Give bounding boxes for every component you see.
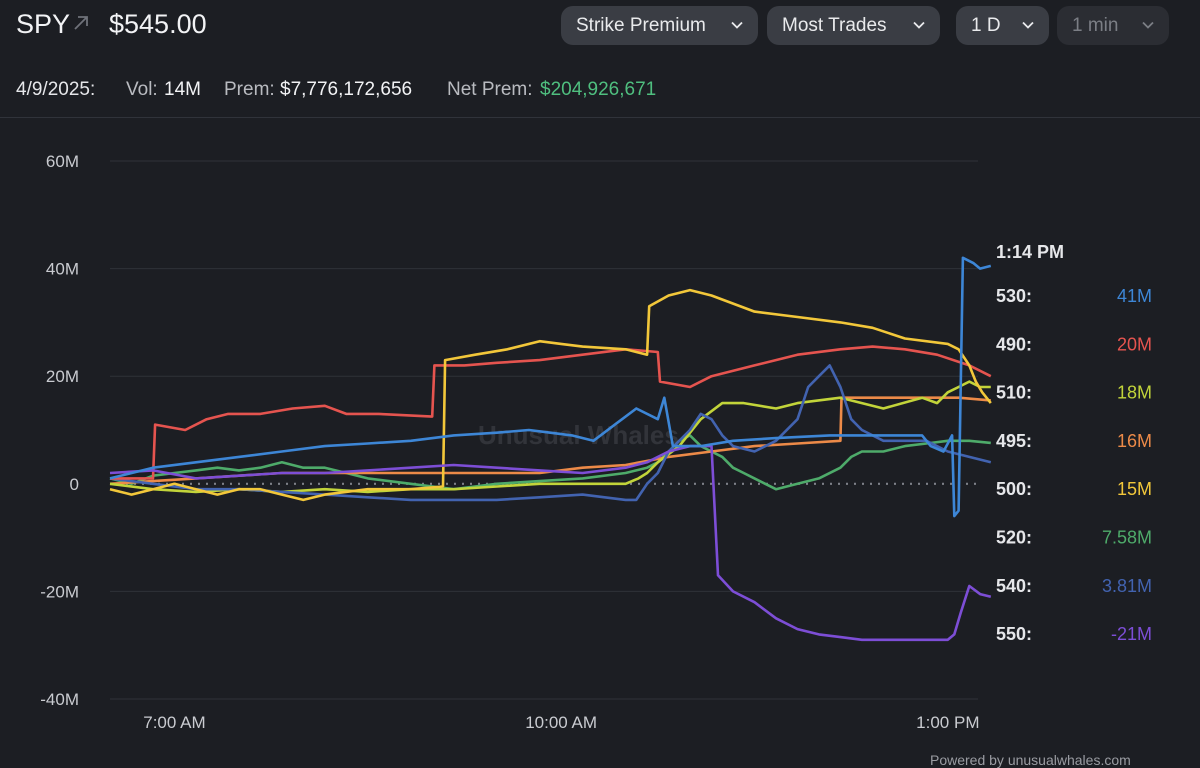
legend-value-530: 41M (1117, 286, 1152, 306)
y-tick-label: -20M (40, 582, 79, 601)
y-tick-label: 20M (46, 367, 79, 386)
y-tick-label: 40M (46, 260, 79, 279)
legend-strike-540: 540: (996, 576, 1032, 596)
timeframe-dropdown[interactable]: 1 D (956, 6, 1049, 45)
prem-value: $7,776,172,656 (280, 79, 413, 100)
series-line-530 (109, 256, 992, 518)
most-trades-dropdown[interactable]: Most Trades (767, 6, 940, 45)
ticker-symbol[interactable]: SPY (16, 9, 71, 39)
chevron-down-icon (1142, 21, 1154, 29)
strike-premium-chart[interactable]: Unusual Whales 60M 40M 20M 0 -20M -40M 7:00 A… (0, 118, 1200, 748)
series-line-550 (109, 444, 992, 642)
legend-strike-510: 510: (996, 383, 1032, 403)
x-tick-label: 1:00 PM (916, 713, 979, 732)
legend-value-550: -21M (1111, 624, 1152, 644)
net-prem-value: $204,926,671 (540, 79, 657, 100)
series-line-510 (109, 380, 991, 494)
vol-label: Vol: (126, 79, 158, 100)
legend-value-540: 3.81M (1102, 576, 1152, 596)
stats-bar: 4/9/2025: Vol: 14M Prem: $7,776,172,656 … (0, 67, 1200, 115)
legend-strike-500: 500: (996, 479, 1032, 499)
divider (0, 117, 1200, 118)
legend-strike-495: 495: (996, 431, 1032, 451)
chevron-down-icon (1022, 21, 1034, 29)
dropdown-label: 1 D (971, 14, 1001, 36)
prem-label: Prem: (224, 79, 275, 100)
legend-value-490: 20M (1117, 334, 1152, 354)
external-link-arrow-icon[interactable] (72, 14, 90, 32)
legend-strike-530: 530: (996, 286, 1032, 306)
series-line-490 (110, 345, 992, 480)
ticker-price: $545.00 (109, 9, 207, 39)
dropdown-label: Most Trades (782, 14, 887, 36)
strike-premium-dropdown[interactable]: Strike Premium (561, 6, 758, 45)
legend-value-510: 18M (1117, 383, 1152, 403)
legend-value-495: 16M (1117, 431, 1152, 451)
x-tick-label: 10:00 AM (525, 713, 597, 732)
powered-by: Powered by unusualwhales.com (930, 752, 1131, 768)
vol-value: 14M (164, 79, 201, 100)
watermark: Unusual Whales (478, 420, 679, 450)
chevron-down-icon (731, 21, 743, 29)
stats-date: 4/9/2025: (16, 79, 96, 100)
dropdown-label: 1 min (1072, 14, 1119, 36)
legend-strike-550: 550: (996, 624, 1032, 644)
series-line-540 (109, 364, 992, 502)
legend-panel: 1:14 PM 530: 41M 490: 20M 510: 18M 495: 16M 500:… (996, 242, 1152, 644)
header: SPY $545.00 Strike Premium Most Trades 1… (0, 0, 1200, 55)
legend-time: 1:14 PM (996, 242, 1064, 262)
y-tick-label: 60M (46, 152, 79, 171)
legend-strike-490: 490: (996, 334, 1032, 354)
legend-value-520: 7.58M (1102, 528, 1152, 548)
x-axis: 7:00 AM 10:00 AM 1:00 PM (143, 713, 979, 732)
interval-dropdown: 1 min (1057, 6, 1169, 45)
series-line-500 (109, 288, 992, 502)
x-tick-label: 7:00 AM (143, 713, 205, 732)
y-tick-label: -40M (40, 690, 79, 709)
net-prem-label: Net Prem: (447, 79, 533, 100)
legend-strike-520: 520: (996, 528, 1032, 548)
dropdown-label: Strike Premium (576, 14, 706, 36)
chevron-down-icon (913, 21, 925, 29)
series-lines (109, 256, 992, 642)
y-tick-label: 0 (70, 475, 79, 494)
legend-value-500: 15M (1117, 479, 1152, 499)
y-axis: 60M 40M 20M 0 -20M -40M (40, 152, 79, 709)
